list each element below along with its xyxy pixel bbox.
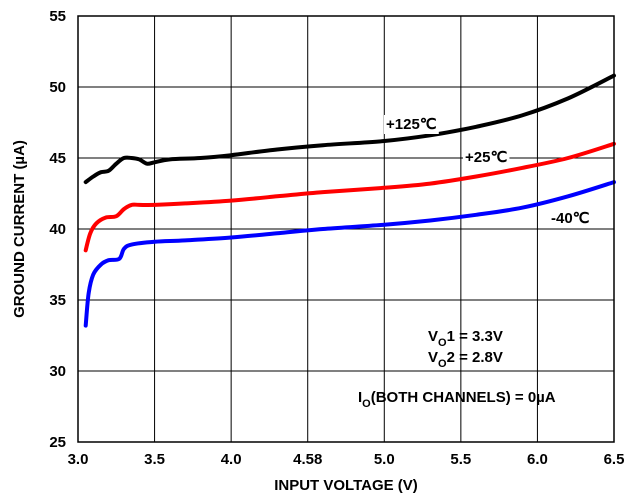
- x-axis-title: INPUT VOLTAGE (V): [274, 477, 418, 494]
- series-lines: [83, 73, 616, 328]
- conditions-annotation: VO1 = 3.3V VO2 = 2.8V IO(BOTH CHANNELS) …: [358, 328, 556, 410]
- series-label-bg: [463, 148, 510, 167]
- x-tick-label: 4.0: [221, 451, 242, 468]
- x-axis-ticks: 3.0 3.5 4.0 4.58 5.0 5.5 6.0 6.5: [68, 451, 625, 468]
- series-line-0: [83, 73, 616, 185]
- series-label-bg: [384, 115, 439, 134]
- annotation-vo2: VO2 = 2.8V: [428, 349, 503, 370]
- y-tick-label: 45: [49, 150, 66, 167]
- y-axis-title: GROUND CURRENT (µA): [11, 140, 28, 318]
- y-tick-label: 55: [49, 8, 66, 25]
- y-tick-label: 25: [49, 434, 66, 451]
- series-labels: +125℃ +25℃ -40℃: [384, 115, 592, 228]
- x-tick-label: 5.5: [450, 451, 471, 468]
- x-tick-label: 4.58: [293, 451, 322, 468]
- annotation-vo1: VO1 = 3.3V: [428, 328, 503, 349]
- x-tick-label: 3.0: [68, 451, 89, 468]
- y-tick-label: 40: [49, 221, 66, 238]
- series-label-bg: [549, 209, 592, 228]
- x-tick-label: 6.5: [604, 451, 625, 468]
- annotation-io: IO(BOTH CHANNELS) = 0µA: [358, 389, 556, 410]
- grid: [77, 15, 615, 443]
- series-line-2: [83, 180, 616, 328]
- y-axis-ticks: 25 30 35 40 45 50 55: [49, 8, 66, 451]
- y-tick-label: 50: [49, 79, 66, 96]
- x-tick-label: 5.0: [374, 451, 395, 468]
- y-tick-label: 35: [49, 292, 66, 309]
- plot-frame: [77, 15, 615, 443]
- series-label: -40℃: [551, 210, 590, 227]
- series-label: +125℃: [386, 116, 437, 133]
- series-line-1: [83, 141, 616, 253]
- x-tick-label: 6.0: [527, 451, 548, 468]
- x-tick-label: 3.5: [144, 451, 165, 468]
- y-tick-label: 30: [49, 363, 66, 380]
- series-label: +25℃: [465, 149, 507, 166]
